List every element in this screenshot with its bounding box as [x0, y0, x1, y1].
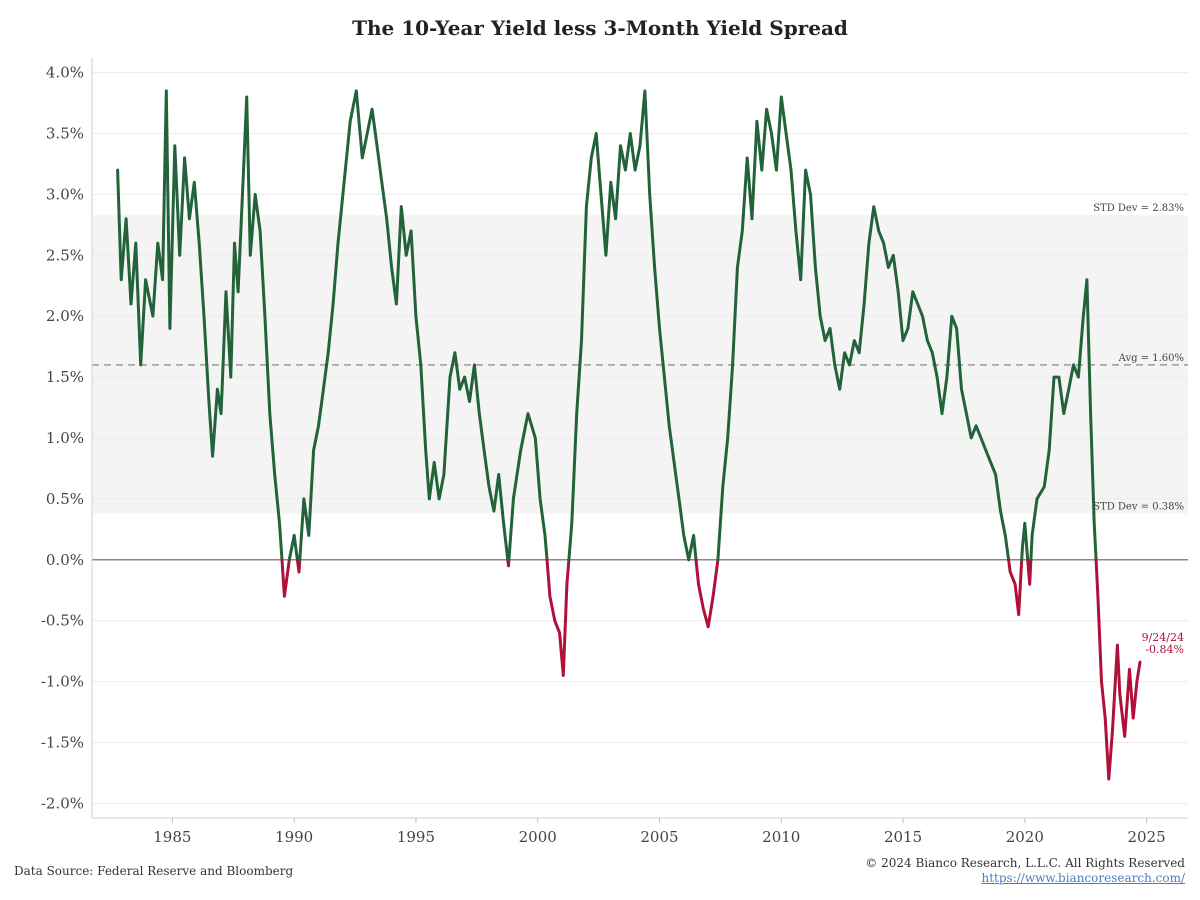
data-source-note: Data Source: Federal Reserve and Bloombe…: [14, 864, 294, 878]
y-tick-label: 0.0%: [46, 551, 84, 569]
y-tick-label: -0.5%: [41, 612, 84, 630]
spread-line-positive-segment: [298, 89, 510, 562]
x-tick-label: 2000: [519, 828, 557, 846]
spread-line-negative-segment: [295, 558, 302, 574]
y-tick-label: -1.0%: [41, 673, 84, 691]
x-tick-label: 1995: [397, 828, 435, 846]
x-tick-label: 2015: [884, 828, 922, 846]
last-date-label: 9/24/24: [1142, 631, 1184, 644]
last-value-label: -0.84%: [1145, 643, 1184, 656]
spread-line-positive-segment: [1029, 278, 1098, 562]
spread-line-negative-segment: [545, 558, 571, 677]
x-tick-label: 1985: [153, 828, 191, 846]
y-tick-label: 3.5%: [46, 125, 84, 143]
y-tick-label: 4.0%: [46, 64, 84, 82]
y-tick-label: 1.0%: [46, 429, 84, 447]
spread-line-negative-segment: [1026, 558, 1033, 586]
y-tick-label: -2.0%: [41, 794, 84, 812]
spread-line-positive-segment: [287, 533, 299, 562]
spread-line-negative-segment: [694, 558, 720, 629]
x-tick-label: 2025: [1128, 828, 1166, 846]
x-tick-label: 1990: [275, 828, 313, 846]
spread-line-positive-segment: [716, 95, 1011, 562]
y-tick-label: 2.5%: [46, 246, 84, 264]
spread-line-positive-segment: [507, 412, 549, 562]
spread-line-positive-segment: [116, 89, 284, 562]
x-tick-label: 2005: [640, 828, 678, 846]
spread-line-negative-segment: [280, 558, 291, 598]
std-dev-high-label: STD Dev = 2.83%: [1093, 203, 1184, 214]
website-link[interactable]: https://www.biancoresearch.com/: [981, 871, 1185, 885]
spread-line-negative-segment: [506, 558, 511, 568]
chart-title: The 10-Year Yield less 3-Month Yield Spr…: [352, 16, 848, 40]
spread-line-positive-segment: [1020, 521, 1030, 562]
std-dev-low-label: STD Dev = 0.38%: [1093, 502, 1184, 513]
y-tick-label: 3.0%: [46, 185, 84, 203]
y-tick-label: 1.5%: [46, 368, 84, 386]
y-tick-label: 0.5%: [46, 490, 84, 508]
x-tick-label: 2020: [1006, 828, 1044, 846]
average-label: Avg = 1.60%: [1118, 353, 1184, 364]
spread-line-negative-segment: [1007, 558, 1024, 617]
y-tick-label: 2.0%: [46, 307, 84, 325]
y-tick-label: -1.5%: [41, 733, 84, 751]
spread-line-negative-segment: [1094, 558, 1142, 781]
spread-line-positive-segment: [567, 89, 698, 562]
copyright-text: © 2024 Bianco Research, L.L.C. All Right…: [865, 856, 1185, 870]
std-dev-band: [92, 215, 1188, 514]
x-tick-label: 2010: [762, 828, 800, 846]
